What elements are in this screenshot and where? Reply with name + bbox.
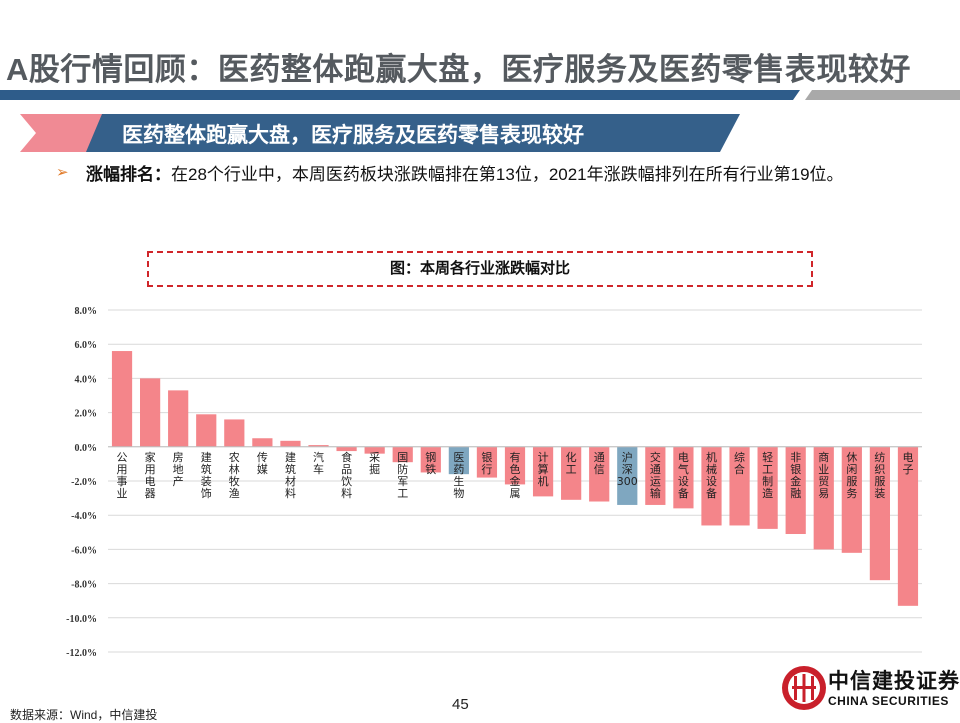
x-category-label: 采掘 bbox=[369, 451, 380, 476]
bar bbox=[420, 446, 441, 473]
bar bbox=[111, 351, 133, 447]
x-category-label: 轻工制造 bbox=[762, 450, 773, 500]
bullet-lead: 涨幅排名： bbox=[86, 165, 171, 184]
y-tick-label: -10.0% bbox=[66, 614, 97, 625]
bullet-paragraph: 涨幅排名：在28个行业中，本周医药板块涨跌幅排在第13位，2021年涨跌幅排列在… bbox=[86, 160, 886, 190]
y-tick-label: -8.0% bbox=[71, 580, 97, 591]
title-divider bbox=[0, 90, 960, 100]
y-tick-label: 4.0% bbox=[75, 374, 98, 385]
bar bbox=[701, 446, 722, 526]
bar bbox=[841, 446, 862, 553]
bar bbox=[364, 446, 385, 454]
y-tick-label: 8.0% bbox=[75, 306, 98, 317]
bar bbox=[504, 446, 526, 485]
x-category-label: 电子 bbox=[902, 451, 913, 476]
chart-title: 图：本周各行业涨跌幅对比 bbox=[389, 260, 570, 277]
x-category-label: 食品饮料 bbox=[341, 450, 352, 500]
bar bbox=[532, 446, 554, 497]
bar bbox=[785, 446, 806, 535]
bar bbox=[168, 390, 189, 447]
bar bbox=[673, 446, 694, 509]
x-category-label: 商业贸易 bbox=[818, 450, 829, 500]
x-category-label: 非银金融 bbox=[790, 451, 801, 500]
bar bbox=[589, 446, 610, 502]
y-tick-label: 6.0% bbox=[75, 340, 98, 351]
bullet-body: 在28个行业中，本周医药板块涨跌幅排在第13位，2021年涨跌幅排列在所有行业第… bbox=[171, 165, 844, 184]
x-category-label: 国防军工 bbox=[397, 451, 408, 500]
data-source: 数据来源：Wind，中信建投 bbox=[10, 708, 158, 722]
y-tick-label: -4.0% bbox=[71, 511, 97, 522]
bar bbox=[252, 438, 273, 447]
bar bbox=[869, 446, 891, 581]
x-category-label: 银行 bbox=[481, 450, 492, 476]
bar bbox=[336, 446, 357, 452]
chart-title-box: 图：本周各行业涨跌幅对比 bbox=[147, 251, 813, 287]
section-banner bbox=[20, 114, 740, 152]
y-tick-label: 2.0% bbox=[75, 409, 98, 420]
bar bbox=[139, 378, 161, 447]
bar bbox=[448, 446, 469, 475]
logo-text-cn: 中信建投证券 bbox=[828, 669, 960, 693]
x-category-label: 医药生物 bbox=[453, 451, 464, 500]
bullet-arrow-icon: ➢ bbox=[56, 164, 69, 181]
x-category-label: 农林牧渔 bbox=[229, 450, 240, 500]
y-tick-label: -6.0% bbox=[71, 545, 97, 556]
x-category-label: 家用电器 bbox=[145, 450, 156, 500]
y-tick-label: -2.0% bbox=[71, 477, 97, 488]
banner-text: 医药整体跑赢大盘，医疗服务及医药零售表现较好 bbox=[122, 124, 584, 147]
x-category-label: 钢铁 bbox=[425, 451, 436, 476]
page-number: 45 bbox=[452, 696, 469, 713]
x-category-label: 传媒 bbox=[257, 451, 268, 476]
bar bbox=[617, 446, 638, 505]
bar bbox=[897, 446, 919, 606]
x-category-label: 综合 bbox=[734, 450, 745, 476]
x-category-label: 电气设备 bbox=[678, 451, 689, 500]
logo-text-en: CHINA SECURITIES bbox=[828, 694, 949, 708]
bar bbox=[196, 414, 217, 447]
x-category-label: 休闲服务 bbox=[846, 451, 857, 500]
x-category-label: 沪深 300 bbox=[617, 450, 638, 488]
bar bbox=[561, 446, 582, 500]
page-title: A股行情回顾：医药整体跑赢大盘，医疗服务及医药零售表现较好 bbox=[6, 52, 911, 87]
x-category-label: 房地产 bbox=[173, 451, 184, 488]
bar bbox=[392, 446, 413, 463]
x-category-label: 公用事业 bbox=[117, 451, 128, 500]
bar bbox=[224, 419, 245, 447]
bar bbox=[476, 446, 498, 478]
y-tick-label: 0.0% bbox=[75, 443, 98, 454]
bar bbox=[757, 446, 778, 529]
citic-logo-icon bbox=[782, 666, 826, 710]
x-category-label: 化工 bbox=[566, 450, 577, 476]
x-category-label: 建筑装饰 bbox=[201, 450, 212, 500]
x-category-label: 建筑材料 bbox=[285, 450, 296, 500]
bar bbox=[280, 440, 301, 447]
bar bbox=[813, 446, 834, 550]
x-category-label: 汽车 bbox=[313, 450, 324, 476]
x-category-label: 通信 bbox=[594, 451, 605, 476]
x-category-label: 有色金属 bbox=[510, 450, 521, 500]
bar bbox=[729, 446, 750, 526]
bar bbox=[645, 446, 666, 505]
bar bbox=[308, 445, 329, 447]
x-category-label: 纺织服装 bbox=[874, 450, 885, 500]
y-tick-label: -12.0% bbox=[66, 648, 97, 659]
x-category-label: 机械设备 bbox=[706, 450, 717, 500]
x-category-label: 交通运输 bbox=[650, 450, 661, 500]
x-category-label: 计算机 bbox=[538, 451, 549, 488]
